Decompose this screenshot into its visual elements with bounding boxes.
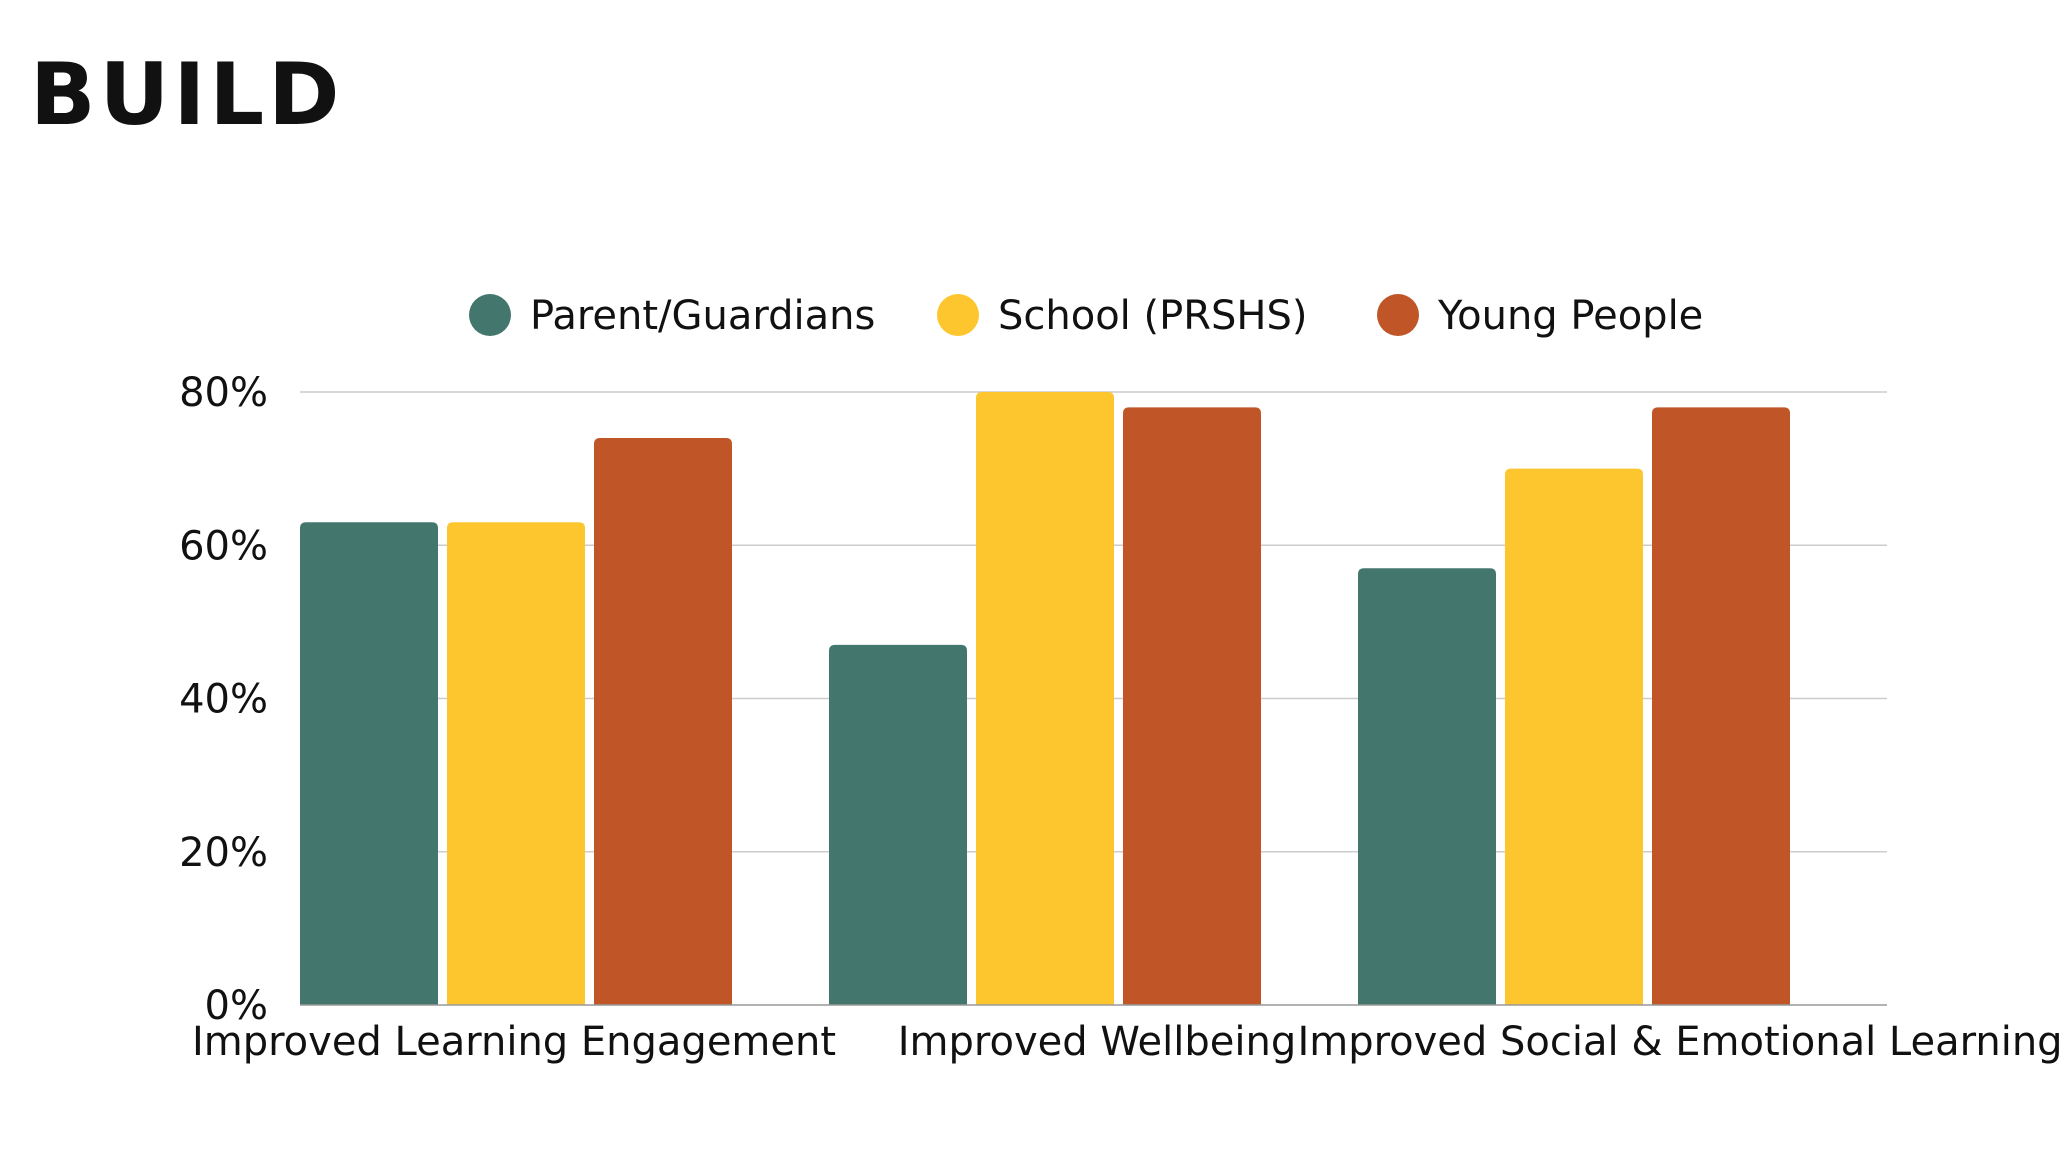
chart-bars — [300, 392, 1790, 1006]
y-tick-label-0: 0% — [205, 983, 268, 1029]
bar-parent-guardians-improved-wellbeing — [829, 644, 967, 1005]
x-tick-label-improved-wellbeing: Improved Wellbeing — [898, 1019, 1296, 1065]
y-tick-label-80: 80% — [179, 370, 268, 416]
bar-school-prshs-improved-wellbeing — [976, 392, 1114, 1005]
legend-label-young-people: Young People — [1437, 293, 1703, 339]
bar-young-people-improved-social-emotional-learning — [1652, 407, 1790, 1005]
bar-school-prshs-improved-learning-engagement — [447, 522, 585, 1005]
bar-school-prshs-improved-social-emotional-learning — [1505, 468, 1643, 1005]
legend-swatch-parent-guardians — [469, 294, 511, 336]
chart-legend: Parent/Guardians School (PRSHS) Young Peop… — [469, 293, 1703, 339]
y-tick-label-60: 60% — [179, 523, 268, 569]
bar-young-people-improved-learning-engagement — [594, 437, 732, 1006]
chart-y-axis: 0% 20% 40% 60% 80% — [179, 370, 268, 1029]
legend-swatch-young-people — [1377, 294, 1419, 336]
chart-x-axis: Improved Learning Engagement Improved Wel… — [192, 1019, 2063, 1065]
legend-label-parent-guardians: Parent/Guardians — [530, 293, 875, 339]
bar-young-people-improved-wellbeing — [1123, 407, 1261, 1005]
y-tick-label-20: 20% — [179, 830, 268, 876]
bar-parent-guardians-improved-social-emotional-learning — [1358, 568, 1496, 1005]
bar-parent-guardians-improved-learning-engagement — [300, 522, 438, 1005]
x-tick-label-improved-learning-engagement: Improved Learning Engagement — [192, 1019, 836, 1065]
y-tick-label-40: 40% — [179, 677, 268, 723]
brand-logo: BUILD — [30, 45, 344, 145]
x-tick-label-improved-social-emotional-learning: Improved Social & Emotional Learning — [1297, 1019, 2062, 1065]
legend-swatch-school-prshs — [937, 294, 979, 336]
legend-label-school-prshs: School (PRSHS) — [998, 293, 1308, 339]
